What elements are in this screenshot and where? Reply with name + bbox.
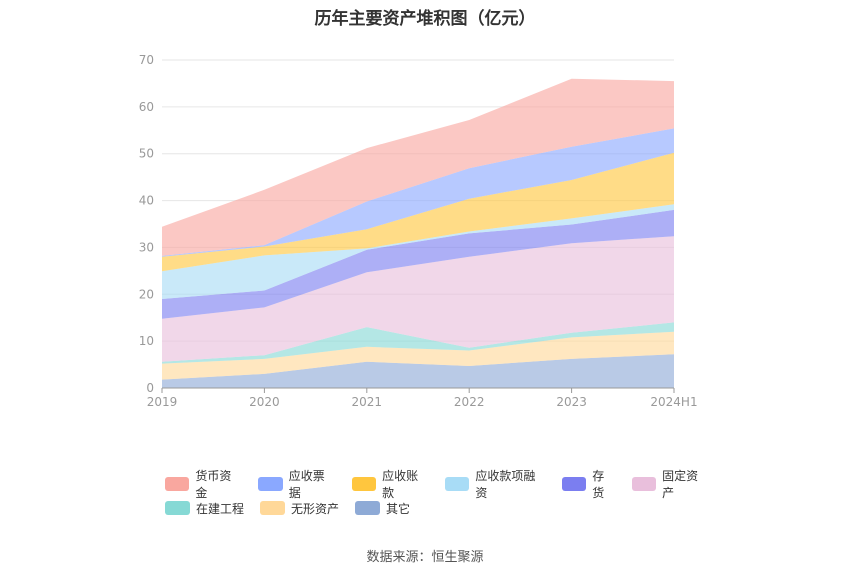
legend-label: 应收款项融资 [475, 469, 536, 500]
legend-item[interactable]: 应收票据 [258, 467, 335, 501]
y-tick-label: 70 [139, 53, 154, 67]
legend-row: 在建工程 无形资产 其它 [165, 496, 725, 520]
legend-label: 在建工程 [196, 501, 245, 516]
legend-swatch [351, 477, 377, 491]
legend-item[interactable]: 固定资产 [631, 467, 709, 501]
legend-row: 货币资金 应收票据 应收账款 应收款项融资 存货 固定资产 [165, 469, 725, 500]
legend-item[interactable]: 应收账款 [351, 467, 429, 501]
axes: 0 10 20 30 40 50 60 70 2019 2020 2021 2022 2023 2024H… [139, 53, 698, 409]
area-series-3 [162, 236, 674, 362]
area-series-2 [162, 322, 674, 364]
y-tick-label: 30 [139, 240, 154, 254]
legend-swatch [444, 477, 470, 491]
legend-label: 货币资金 [195, 469, 232, 500]
y-tick-label: 0 [146, 381, 154, 395]
legend-swatch [631, 477, 657, 491]
x-tick-label: 2022 [454, 395, 485, 409]
legend-label: 应收账款 [382, 469, 419, 500]
legend-item[interactable]: 其它 [355, 500, 410, 517]
y-tick-label: 40 [139, 194, 154, 208]
chart-title: 历年主要资产堆积图（亿元） [314, 9, 536, 29]
area-series-7 [162, 128, 674, 257]
legend: 货币资金 应收票据 应收账款 应收款项融资 存货 固定资产在建工程 无形资产 其它 [165, 469, 725, 520]
area-series-0 [162, 354, 674, 388]
legend-label: 无形资产 [291, 501, 340, 516]
area-series [162, 78, 674, 388]
x-tick-label: 2019 [147, 395, 178, 409]
area-series-8 [162, 78, 674, 256]
legend-label: 存货 [592, 469, 605, 500]
legend-label: 固定资产 [662, 469, 699, 500]
legend-swatch [260, 501, 286, 515]
area-series-6 [162, 152, 674, 272]
legend-label: 其它 [386, 501, 411, 516]
legend-label: 应收票据 [288, 469, 325, 500]
legend-item[interactable]: 应收款项融资 [444, 467, 546, 501]
legend-item[interactable]: 无形资产 [260, 500, 339, 517]
y-tick-label: 50 [139, 147, 154, 161]
legend-item[interactable]: 存货 [561, 467, 616, 501]
legend-swatch [258, 477, 283, 491]
y-tick-label: 20 [139, 287, 154, 301]
x-tick-label: 2023 [556, 395, 587, 409]
area-series-5 [162, 204, 674, 299]
area-series-4 [162, 209, 674, 319]
y-tick-label: 60 [139, 100, 154, 114]
x-tick-label: 2020 [249, 395, 280, 409]
legend-swatch [355, 501, 381, 515]
legend-item[interactable]: 在建工程 [165, 500, 244, 517]
y-tick-label: 10 [139, 334, 154, 348]
legend-swatch [165, 501, 190, 515]
legend-swatch [561, 477, 587, 491]
x-tick-label: 2021 [352, 395, 383, 409]
legend-swatch [165, 477, 190, 491]
x-tick-label: 2024H1 [650, 395, 697, 409]
stacked-area-chart: 0 10 20 30 40 50 60 70 2019 2020 2021 2022 2023 2024H… [139, 53, 698, 409]
area-series-1 [162, 331, 674, 380]
legend-item[interactable]: 货币资金 [165, 467, 242, 501]
data-source: 数据来源：恒生聚源 [366, 550, 484, 565]
